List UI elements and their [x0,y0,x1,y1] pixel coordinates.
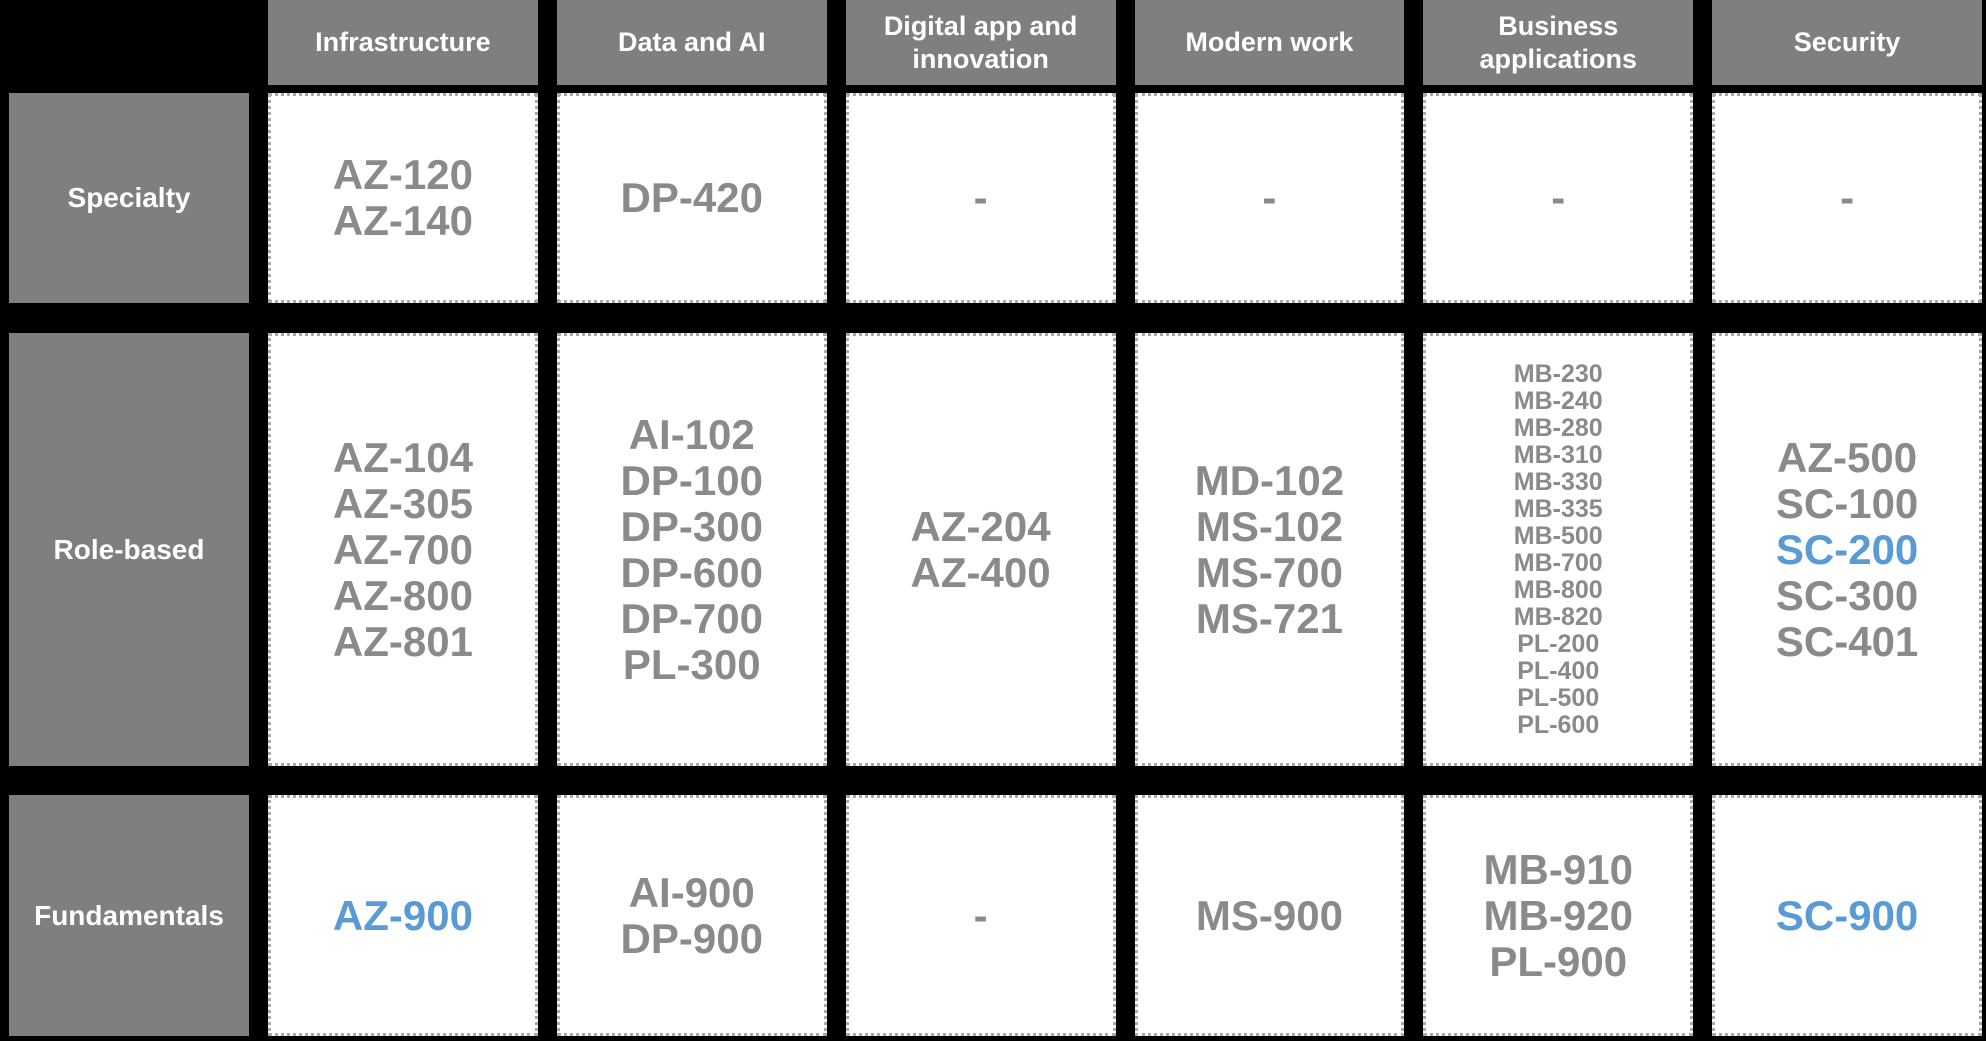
empty-dash: - [1262,174,1277,221]
exam-code: DP-300 [620,502,763,550]
column-header-security: Security [1712,0,1982,85]
empty-dash: - [973,174,988,221]
exam-code: AZ-104 [332,433,473,481]
row-label-role-based: Role-based [9,333,249,766]
exam-code: AZ-120 [332,151,473,198]
exam-cell-role-based-infrastructure: AZ-104 AZ-305 AZ-700 AZ-800 AZ-801 [268,333,538,766]
exam-cell-fundamentals-infrastructure: AZ-900 [268,795,538,1036]
exam-code: MB-920 [1483,891,1633,939]
exam-cell-fundamentals-security: SC-900 [1712,795,1982,1036]
exam-code: AI-102 [628,410,755,458]
exam-code: MS-721 [1195,594,1343,642]
empty-dash: - [1551,174,1566,221]
exam-cell-fundamentals-digital-app: - [845,795,1116,1036]
exam-code: AZ-801 [332,617,473,665]
exam-code: MB-800 [1513,575,1603,604]
exam-code: MD-102 [1194,456,1345,504]
exam-code: DP-600 [620,548,763,596]
exam-code: AZ-800 [332,571,473,619]
exam-code: PL-500 [1517,683,1600,712]
exam-cell-fundamentals-data-and-ai: AI-900 DP-900 [556,795,827,1036]
exam-code: AZ-204 [910,502,1051,550]
row-label-fundamentals: Fundamentals [9,795,249,1036]
exam-cell-fundamentals-business-applications: MB-910 MB-920 PL-900 [1423,795,1694,1036]
exam-code-highlighted: AZ-900 [332,891,473,939]
exam-cell-role-based-business-applications: MB-230 MB-240 MB-280 MB-310 MB-330 MB-33… [1423,333,1694,766]
exam-code: AZ-140 [332,197,473,244]
row-label-specialty: Specialty [9,93,249,303]
exam-cell-role-based-digital-app: AZ-204 AZ-400 [845,333,1116,766]
exam-code: PL-300 [622,640,761,688]
exam-code: AI-900 [628,868,755,916]
exam-code-highlighted: SC-900 [1775,891,1919,939]
exam-code: MS-900 [1195,891,1343,939]
exam-code: DP-900 [620,914,763,962]
exam-code: MB-240 [1513,386,1603,415]
exam-cell-specialty-security: - [1712,93,1982,303]
exam-code: MB-330 [1513,467,1603,496]
exam-code-highlighted: SC-200 [1775,525,1919,573]
exam-code: MB-280 [1513,413,1603,442]
exam-code: DP-700 [620,594,763,642]
exam-cell-specialty-data-and-ai: DP-420 [556,93,827,303]
exam-code: MS-700 [1195,548,1343,596]
exam-cell-specialty-modern-work: - [1134,93,1405,303]
exam-code: MB-230 [1513,359,1603,388]
exam-cell-role-based-modern-work: MD-102 MS-102 MS-700 MS-721 [1134,333,1405,766]
exam-code: AZ-700 [332,525,473,573]
exam-code: DP-420 [620,174,763,221]
exam-code: MB-310 [1513,440,1603,469]
column-header-modern-work: Modern work [1134,0,1405,85]
column-header-digital-app-and-innovation: Digital app and innovation [845,0,1116,85]
exam-code: PL-200 [1517,629,1600,658]
exam-cell-specialty-infrastructure: AZ-120 AZ-140 [268,93,538,303]
exam-cell-role-based-security: AZ-500 SC-100 SC-200 SC-300 SC-401 [1712,333,1982,766]
exam-code: MB-700 [1513,548,1603,577]
empty-dash: - [1840,174,1855,221]
exam-code: SC-100 [1775,479,1919,527]
exam-cell-fundamentals-modern-work: MS-900 [1134,795,1405,1036]
exam-code: SC-401 [1775,617,1919,665]
exam-code: MB-910 [1483,845,1633,893]
exam-code: SC-300 [1775,571,1919,619]
exam-code: MB-500 [1513,521,1603,550]
column-header-business-applications: Business applications [1423,0,1694,85]
empty-dash: - [973,891,988,939]
exam-cell-specialty-digital-app: - [845,93,1116,303]
column-header-infrastructure: Infrastructure [268,0,538,85]
exam-code: MB-335 [1513,494,1603,523]
exam-code: PL-900 [1489,937,1628,985]
exam-code: PL-600 [1517,710,1600,739]
exam-cell-role-based-data-and-ai: AI-102 DP-100 DP-300 DP-600 DP-700 PL-30… [556,333,827,766]
exam-code: MB-820 [1513,602,1603,631]
exam-code: DP-100 [620,456,763,504]
column-header-data-and-ai: Data and AI [556,0,827,85]
exam-cell-specialty-business-applications: - [1423,93,1694,303]
exam-code: MS-102 [1195,502,1343,550]
exam-code: PL-400 [1517,656,1600,685]
exam-code: AZ-305 [332,479,473,527]
exam-code: AZ-500 [1777,433,1918,481]
exam-code: AZ-400 [910,548,1051,596]
